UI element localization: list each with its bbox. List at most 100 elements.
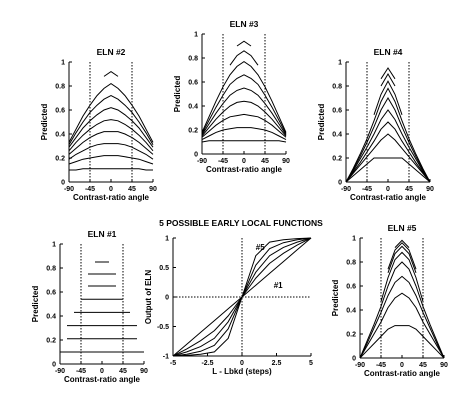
x-tick-label: -45 — [376, 362, 386, 369]
x-tick-label: -90 — [55, 368, 65, 375]
chart-title: ELN #1 — [88, 229, 117, 239]
y-tick-label: 0.8 — [346, 260, 356, 267]
series-line-6 — [68, 107, 154, 148]
y-tick-label: 0 — [52, 362, 56, 369]
chart-title: ELN #2 — [97, 47, 126, 57]
y-tick-label: 0.4 — [332, 132, 342, 139]
series-line-1 — [201, 140, 287, 143]
y-tick-label: 0.8 — [46, 266, 56, 273]
series-line-7 — [373, 80, 403, 115]
series-line-1 — [69, 168, 153, 171]
y-tick-label: 0.2 — [46, 338, 56, 345]
x-tick-label: -45 — [85, 186, 95, 193]
y-tick-label: 0.4 — [46, 314, 56, 321]
x-tick-label: 45 — [419, 362, 427, 369]
y-axis-label: Output of ELN — [144, 270, 153, 324]
x-tick-label: 2.5 — [272, 360, 282, 367]
series-line-3 — [201, 113, 287, 138]
x-tick-label: 0 — [386, 186, 390, 193]
annotation-label: #1 — [274, 281, 283, 290]
y-axis-label: Predicted — [173, 76, 182, 113]
series-line-2 — [359, 292, 445, 359]
x-axis-label: Contrast-ratio angle — [350, 193, 427, 202]
x-tick-label: 90 — [140, 368, 148, 375]
y-tick-label: 0.6 — [55, 108, 65, 115]
y-tick-label: -1 — [163, 354, 169, 361]
y-tick-label: 0.2 — [346, 332, 356, 339]
series-line-4 — [68, 131, 154, 155]
x-tick-label: 45 — [261, 158, 269, 165]
x-tick-label: -2.5 — [201, 360, 213, 367]
x-tick-label: 45 — [119, 368, 127, 375]
chart-title: ELN #4 — [374, 47, 403, 57]
figure-title: 5 POSSIBLE EARLY LOCAL FUNCTIONS — [159, 218, 323, 228]
series-line-2 — [68, 155, 154, 165]
y-tick-label: 0.6 — [346, 284, 356, 291]
x-tick-label: 45 — [405, 186, 413, 193]
y-tick-label: 1 — [352, 236, 356, 243]
x-tick-label: -90 — [355, 362, 365, 369]
series-line-6 — [387, 245, 417, 273]
y-axis-label: Predicted — [317, 104, 326, 141]
y-axis-label: Predicted — [331, 280, 340, 317]
series-line-2 — [201, 127, 287, 141]
x-tick-label: 0 — [242, 158, 246, 165]
x-tick-label: -90 — [197, 158, 207, 165]
y-tick-label: 0 — [352, 356, 356, 363]
y-tick-label: 0.2 — [332, 156, 342, 163]
chart-title: ELN #5 — [388, 223, 417, 233]
x-axis-label: L - Lbkd (steps) — [212, 367, 272, 376]
y-axis-label: Predicted — [31, 286, 40, 323]
x-tick-label: -45 — [218, 158, 228, 165]
series-line-4 — [201, 100, 287, 137]
series-line-8 — [68, 82, 154, 143]
series-line-3 — [359, 275, 445, 359]
chart-eln5: ELN #5 -90 -45 0 45 90 0 0.2 0.4 0.6 0.8 1 Contrast-… — [331, 223, 448, 378]
x-tick-label: -90 — [64, 186, 74, 193]
y-tick-label: 0.4 — [188, 104, 198, 111]
y-tick-label: 1 — [338, 60, 342, 67]
x-axis-label: Contrast-ratio angle — [73, 193, 150, 202]
y-tick-label: 0 — [61, 180, 65, 187]
x-tick-label: 90 — [440, 362, 448, 369]
y-tick-label: 0.8 — [188, 56, 198, 63]
chart-title: ELN #3 — [230, 19, 259, 29]
x-tick-label: -45 — [362, 186, 372, 193]
x-tick-label: 0 — [109, 186, 113, 193]
x-tick-label: -90 — [341, 186, 351, 193]
y-tick-label: 0 — [165, 295, 169, 302]
chart-eln1: ELN #1 -90 -45 0 45 90 0 0.2 0.4 0.6 0.8 1 Contrast-… — [31, 229, 148, 384]
y-tick-label: 0.2 — [188, 128, 198, 135]
series-line-5 — [201, 87, 287, 136]
x-tick-label: 0 — [100, 368, 104, 375]
x-axis-label: Contrast-ratio angle — [64, 375, 141, 384]
y-tick-label: -0.5 — [157, 324, 169, 331]
series-line-7 — [201, 60, 287, 133]
x-tick-label: 90 — [282, 158, 290, 165]
y-axis-label: Predicted — [40, 104, 49, 141]
x-tick-label: -45 — [76, 368, 86, 375]
chart-functions: -5 -2.5 0 2.5 5 -1 -0.5 0 0.5 1 L - Lbkd (steps) Ou… — [144, 236, 313, 377]
y-tick-label: 0.6 — [188, 80, 198, 87]
x-tick-label: 45 — [128, 186, 136, 193]
x-tick-label: 0 — [240, 360, 244, 367]
series-line-8 — [229, 50, 259, 66]
series-line-5 — [172, 237, 312, 357]
x-axis-label: Contrast-ratio angle — [206, 165, 283, 174]
series-line-5 — [345, 97, 431, 183]
y-tick-label: 0.2 — [55, 156, 65, 163]
series-line-7 — [387, 242, 417, 270]
series-line-4 — [345, 109, 431, 183]
chart-eln3: ELN #3 -90 -45 0 45 90 0 0.2 0.4 0.6 0.8 1 Contrast-… — [173, 19, 290, 174]
y-tick-label: 0.8 — [55, 84, 65, 91]
y-tick-label: 1 — [61, 60, 65, 67]
series-line-5 — [68, 119, 154, 152]
y-tick-label: 0.6 — [332, 108, 342, 115]
series-line-3 — [345, 121, 431, 183]
y-tick-label: 0.6 — [46, 290, 56, 297]
series-line-2 — [345, 133, 431, 183]
series-line-1 — [359, 325, 445, 359]
y-tick-label: 0.4 — [346, 308, 356, 315]
chart-eln4: ELN #4 -90 -45 0 45 90 0 0.2 0.4 0.6 0.8 1 Contrast-… — [317, 47, 434, 202]
